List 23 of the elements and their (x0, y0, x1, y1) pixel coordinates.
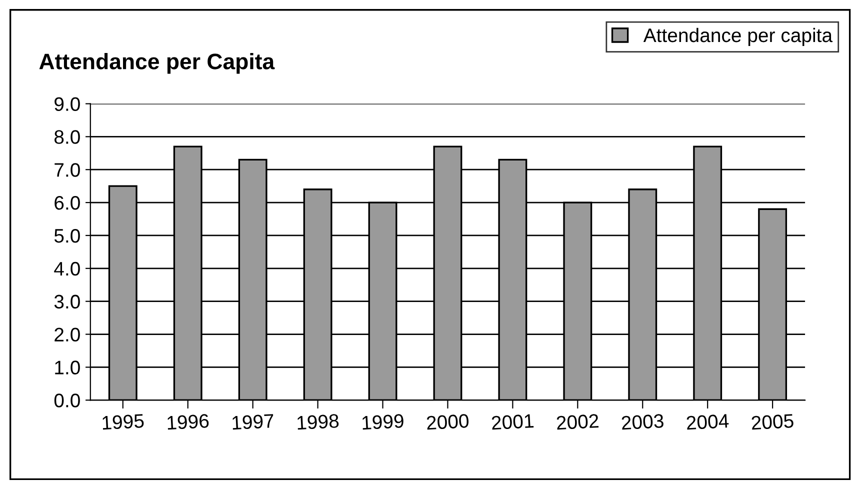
x-tick-label: 2001 (492, 414, 534, 430)
x-tick-label: 1999 (362, 414, 404, 430)
y-tick-label: 4.0 (54, 262, 80, 276)
x-tick-label: 2002 (556, 414, 599, 430)
y-tick-label: 7.0 (54, 163, 80, 177)
x-tick-label: 1996 (167, 414, 209, 430)
y-tick-label: 2.0 (54, 328, 80, 342)
x-tick-label: 2005 (751, 414, 794, 430)
x-tick-label: 2003 (622, 414, 664, 430)
y-tick-label: 1.0 (55, 360, 80, 374)
x-tick-label: 1995 (102, 414, 144, 430)
legend-label: Attendance per capita (643, 28, 833, 46)
y-tick-label: 8.0 (54, 130, 80, 144)
y-tick-label: 5.0 (54, 228, 80, 243)
x-tick-label: 2000 (426, 414, 469, 430)
y-tick-label: 6.0 (54, 196, 80, 210)
x-tick-label: 1997 (232, 414, 274, 430)
y-tick-label: 3.0 (54, 294, 80, 309)
x-tick-label: 1998 (297, 414, 339, 430)
y-tick-label: 0.0 (54, 394, 80, 408)
chart-title: Attendance per Capita (39, 53, 275, 74)
y-tick-label: 9.0 (54, 97, 80, 111)
x-tick-label: 2004 (686, 414, 729, 430)
